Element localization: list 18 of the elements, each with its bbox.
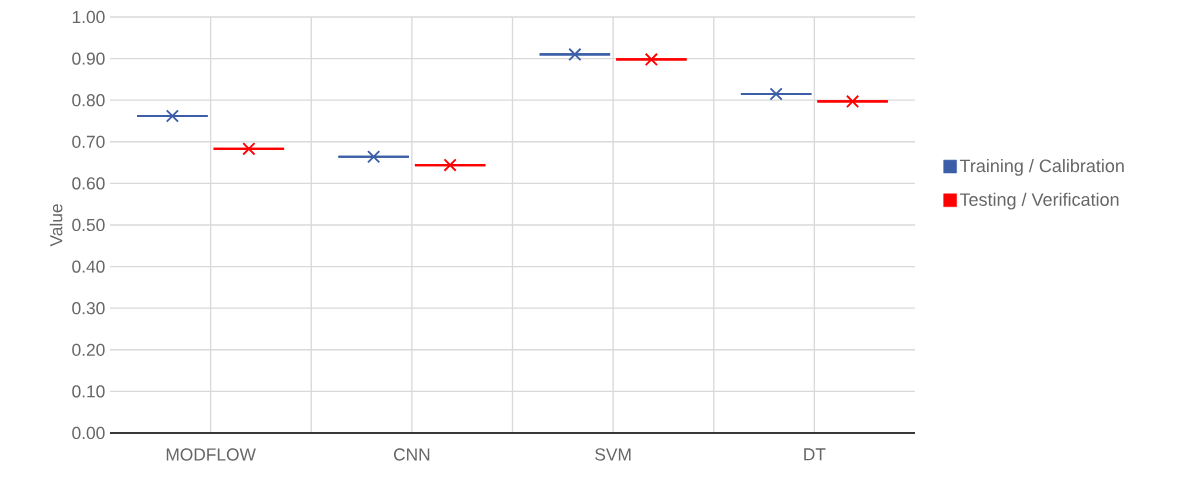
y-tick-label: 0.10 bbox=[72, 385, 105, 398]
y-tick-label: 0.90 bbox=[72, 52, 105, 65]
x-tick-label: MODFLOW bbox=[166, 448, 256, 461]
x-tick-label: CNN bbox=[393, 448, 430, 461]
legend-label: Testing / Verification bbox=[959, 192, 1119, 210]
legend-label: Training / Calibration bbox=[959, 159, 1124, 176]
y-tick-label: 0.70 bbox=[72, 135, 105, 148]
y-tick-label: 0.20 bbox=[72, 343, 105, 356]
x-tick-label: SVM bbox=[595, 448, 631, 461]
x-tick-label: DT bbox=[804, 448, 826, 461]
y-tick-label: 0.60 bbox=[72, 177, 105, 190]
y-tick-label: 0.00 bbox=[72, 426, 105, 440]
y-tick-label: 1.00 bbox=[72, 10, 105, 24]
y-tick-label: 0.80 bbox=[72, 94, 105, 107]
y-tick-label: 0.50 bbox=[72, 218, 105, 232]
y-tick-label: 0.30 bbox=[72, 302, 105, 315]
y-tick-label: 0.40 bbox=[72, 260, 105, 273]
y-axis-title: Value bbox=[49, 204, 63, 247]
